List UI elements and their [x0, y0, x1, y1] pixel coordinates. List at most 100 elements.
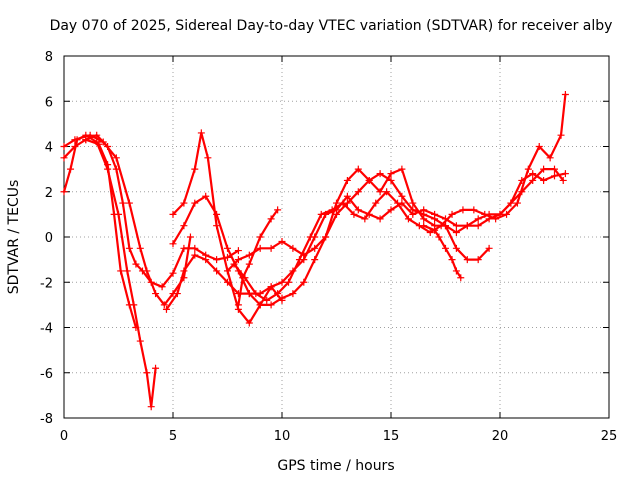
- data-point-marker: [322, 233, 330, 241]
- axis-ticks: 0 5 10 15 20 25 -8 -6 -4 -2 0 2 4 6 8: [40, 50, 617, 444]
- data-point-marker: [452, 228, 460, 236]
- data-point-marker: [245, 319, 253, 327]
- gridlines: [64, 56, 609, 418]
- series-track-10: [234, 206, 282, 309]
- data-point-marker: [213, 222, 221, 230]
- data-point-marker: [110, 210, 118, 218]
- data-point-marker: [71, 143, 79, 150]
- data-point-marker: [169, 240, 177, 248]
- data-point-marker: [459, 206, 467, 214]
- data-point-marker: [561, 90, 569, 98]
- data-point-marker: [448, 210, 456, 218]
- data-point-marker: [317, 210, 325, 218]
- data-point-marker: [256, 244, 264, 252]
- data-point-marker: [213, 267, 221, 275]
- data-point-marker: [224, 278, 231, 286]
- data-point-marker: [162, 305, 170, 313]
- data-point-marker: [420, 222, 428, 230]
- data-point-marker: [197, 129, 205, 137]
- data-point-marker: [169, 269, 177, 277]
- x-tick-label: 5: [169, 429, 177, 444]
- data-point-marker: [387, 206, 395, 214]
- data-point-marker: [123, 267, 131, 275]
- data-point-marker: [278, 238, 286, 246]
- data-point-marker: [136, 244, 144, 252]
- y-tick-label: -8: [40, 412, 53, 427]
- series-line: [62, 138, 137, 329]
- data-point-marker: [503, 210, 511, 218]
- data-point-marker: [191, 165, 199, 173]
- data-point-marker: [60, 188, 68, 196]
- data-point-marker: [559, 176, 567, 184]
- data-point-marker: [339, 199, 347, 207]
- data-point-marker: [387, 176, 395, 184]
- series-track-4: [82, 131, 242, 291]
- data-point-marker: [343, 192, 351, 200]
- y-tick-label: -4: [40, 322, 53, 337]
- data-point-marker: [152, 290, 160, 298]
- data-point-marker: [256, 233, 264, 241]
- data-point-marker: [431, 215, 439, 223]
- data-point-marker: [138, 267, 146, 275]
- data-point-marker: [426, 228, 434, 236]
- series-line: [62, 134, 192, 306]
- data-point-marker: [442, 244, 449, 252]
- data-point-marker: [267, 215, 275, 223]
- data-point-marker: [245, 260, 253, 268]
- data-point-marker: [245, 290, 253, 298]
- data-point-marker: [60, 143, 68, 150]
- data-point-marker: [278, 294, 286, 302]
- data-point-marker: [230, 260, 238, 268]
- data-point-marker: [191, 244, 199, 252]
- series-line: [171, 131, 284, 325]
- data-point-marker: [213, 256, 221, 264]
- x-tick-label: 20: [492, 429, 509, 444]
- data-point-marker: [398, 192, 406, 200]
- data-point-marker: [409, 206, 417, 214]
- data-point-marker: [234, 256, 242, 264]
- data-point-marker: [561, 170, 569, 178]
- data-point-marker: [224, 267, 231, 275]
- y-tick-label: 8: [45, 50, 53, 65]
- data-point-marker: [452, 267, 460, 275]
- series-line: [237, 208, 279, 306]
- data-point-marker: [333, 210, 340, 218]
- data-point-marker: [551, 172, 558, 180]
- data-point-marker: [104, 143, 112, 150]
- data-point-marker: [132, 260, 140, 268]
- data-point-marker: [285, 278, 293, 286]
- series-line: [165, 168, 565, 311]
- chart-title: Day 070 of 2025, Sidereal Day-to-day VTE…: [50, 18, 613, 34]
- data-point-marker: [71, 136, 79, 144]
- data-point-marker: [452, 244, 460, 252]
- data-point-marker: [252, 290, 260, 298]
- data-point-marker: [333, 199, 340, 207]
- data-point-marker: [354, 206, 362, 214]
- data-point-marker: [180, 199, 188, 207]
- data-point-marker: [173, 290, 181, 298]
- data-point-marker: [376, 188, 384, 196]
- data-point-marker: [295, 256, 303, 264]
- data-point-marker: [540, 165, 548, 173]
- data-point-marker: [376, 170, 384, 178]
- data-point-marker: [376, 215, 384, 223]
- data-point-marker: [204, 154, 212, 162]
- data-point-marker: [256, 301, 264, 309]
- data-point-marker: [234, 247, 242, 255]
- data-point-marker: [147, 403, 155, 411]
- data-point-marker: [474, 256, 482, 264]
- x-axis-label: GPS time / hours: [277, 458, 394, 474]
- data-point-marker: [474, 222, 482, 230]
- data-point-marker: [463, 222, 471, 230]
- x-tick-label: 0: [60, 429, 68, 444]
- data-point-marker: [202, 256, 210, 264]
- data-point-marker: [481, 210, 489, 218]
- data-point-marker: [529, 170, 537, 178]
- data-point-marker: [274, 206, 282, 214]
- data-point-marker: [125, 301, 133, 309]
- data-point-marker: [452, 222, 460, 230]
- data-point-marker: [224, 244, 231, 252]
- data-point-marker: [143, 369, 151, 377]
- data-point-marker: [394, 199, 402, 207]
- data-point-marker: [136, 337, 144, 345]
